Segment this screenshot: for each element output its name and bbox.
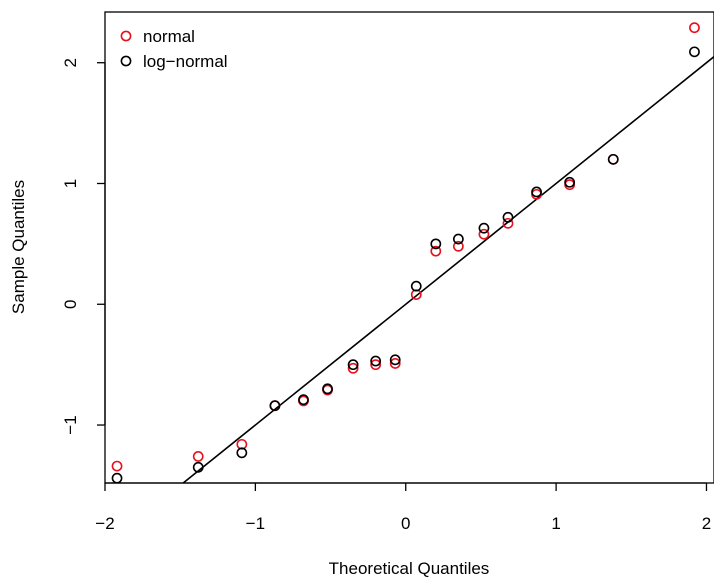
y-tick-label: 0 [61, 300, 80, 309]
point-log-normal [564, 176, 576, 188]
plot-area [111, 22, 714, 483]
legend: normal log−normal [120, 27, 228, 71]
point-normal [347, 362, 359, 374]
series-normal [111, 22, 700, 472]
y-tick-label: −1 [61, 415, 80, 434]
y-axis-title: Sample Quantiles [9, 180, 28, 314]
point-log-normal [370, 355, 382, 367]
point-log-normal [269, 400, 281, 412]
point-normal [389, 358, 401, 369]
legend-marker [120, 30, 132, 42]
x-tick-label: 2 [702, 514, 711, 533]
point-log-normal [689, 46, 700, 58]
legend-label: normal [143, 27, 195, 46]
point-log-normal [298, 394, 309, 406]
y-tick-label: 1 [61, 179, 80, 188]
point-normal [430, 245, 442, 257]
point-log-normal [607, 153, 619, 165]
point-log-normal [236, 447, 248, 459]
x-tick-label: 0 [401, 514, 410, 533]
point-log-normal [322, 383, 333, 395]
x-axis: −2 −1 0 1 2 [95, 482, 711, 533]
point-log-normal [502, 211, 514, 223]
point-normal [192, 451, 204, 462]
point-log-normal [410, 280, 422, 292]
point-normal [452, 240, 464, 252]
y-tick-label: 2 [61, 58, 80, 67]
point-log-normal [389, 354, 401, 366]
x-tick-label: −2 [95, 514, 114, 533]
x-axis-title: Theoretical Quantiles [329, 559, 490, 578]
series-log-normal [111, 46, 700, 483]
qq-reference-line [182, 56, 714, 483]
point-log-normal [192, 461, 204, 473]
x-tick-label: −1 [246, 514, 265, 533]
x-tick-label: 1 [551, 514, 560, 533]
point-normal [111, 460, 123, 472]
point-normal [502, 217, 514, 229]
plot-content [111, 22, 714, 483]
point-log-normal [478, 222, 490, 234]
y-axis: −1 0 1 2 [61, 58, 106, 435]
point-normal [370, 359, 382, 371]
point-normal [689, 22, 700, 34]
point-normal [478, 228, 490, 240]
legend-marker [120, 55, 132, 67]
point-log-normal [430, 238, 442, 250]
point-log-normal [111, 472, 123, 483]
legend-label: log−normal [143, 52, 228, 71]
point-log-normal [347, 359, 359, 371]
point-log-normal [452, 233, 464, 245]
plot-frame [104, 11, 714, 484]
point-log-normal [531, 186, 542, 198]
